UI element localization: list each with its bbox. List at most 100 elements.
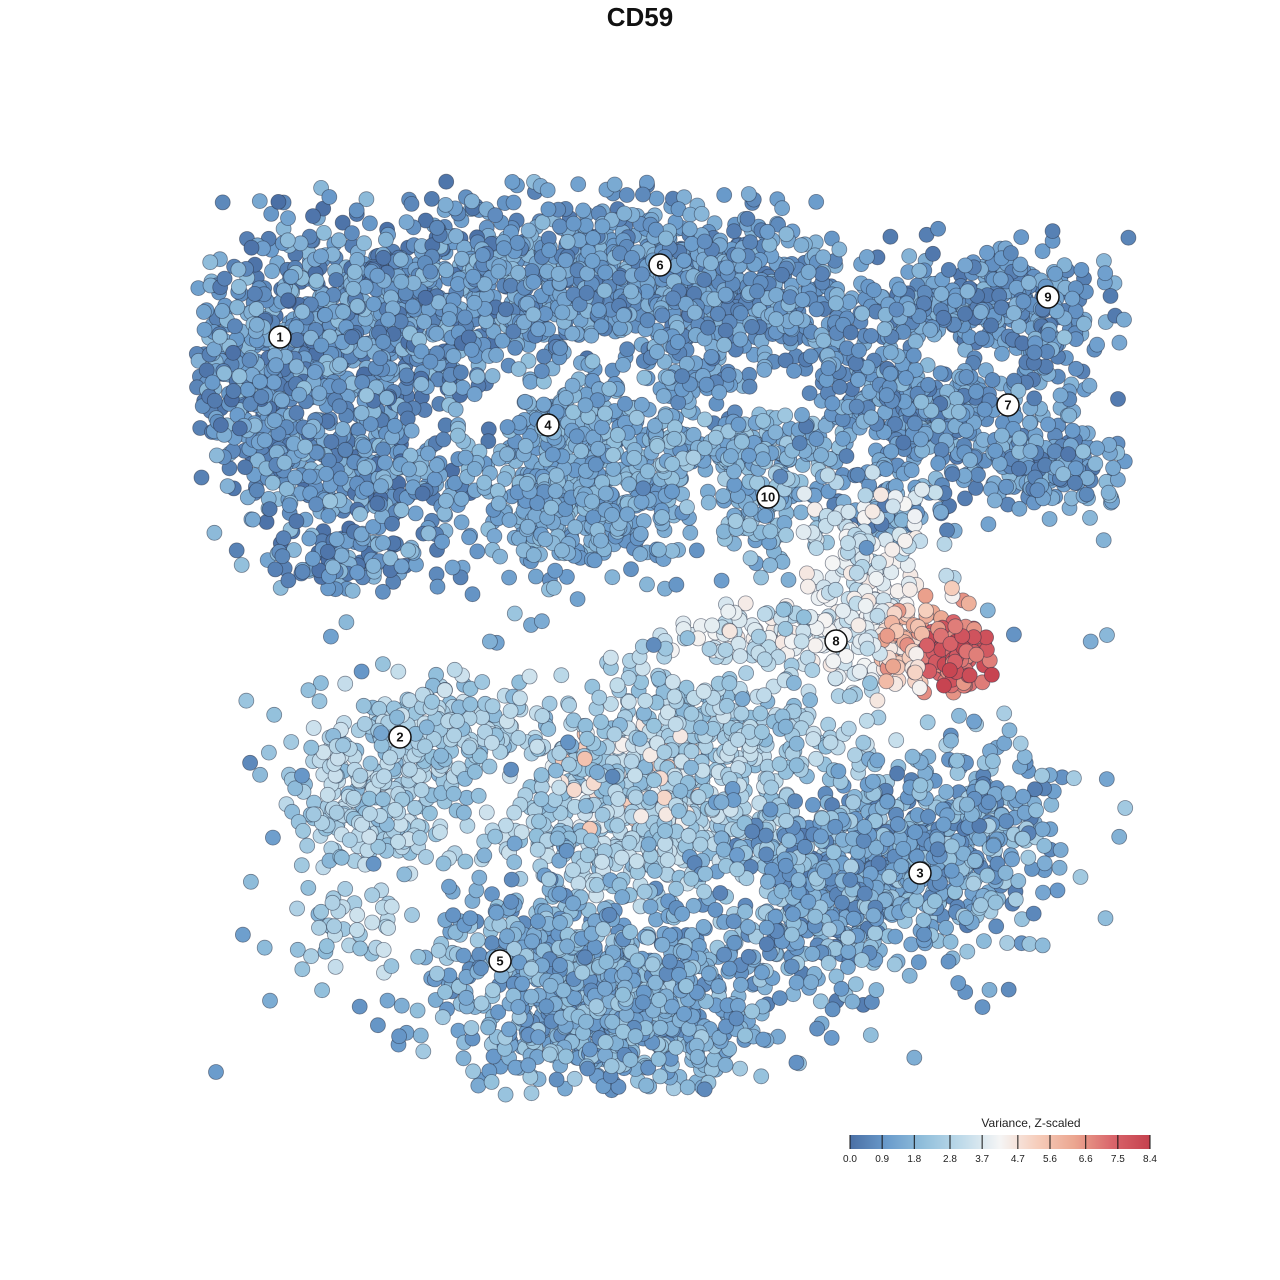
cell-point-cluster-7	[913, 431, 929, 448]
cell-point-cluster-9	[1073, 261, 1090, 278]
cell-point-cluster-8	[827, 670, 844, 687]
cell-point-cluster-6	[744, 318, 760, 335]
cell-point-cluster-7	[930, 455, 947, 472]
cell-point-cluster-10	[777, 407, 794, 424]
cell-point-cluster-7	[1061, 407, 1078, 424]
cell-point-cluster-1	[237, 459, 254, 476]
cell-point-cluster-1	[374, 583, 391, 600]
cell-point-cluster-7	[1046, 443, 1063, 460]
cell-point-cluster-6	[550, 265, 567, 282]
cell-point-cluster-4	[577, 397, 594, 414]
cell-point-cluster-7	[831, 379, 848, 395]
cell-point-cluster-1	[294, 303, 311, 320]
cell-point-cluster-1	[469, 368, 486, 385]
cell-point-cluster-1	[344, 582, 361, 599]
cell-point-cluster-1	[318, 465, 335, 482]
cell-point-cluster-1	[361, 215, 378, 232]
cell-point-cluster-2	[333, 849, 350, 866]
cell-point-cluster-8	[868, 571, 885, 587]
cell-point-cluster-8	[885, 658, 901, 675]
cell-point-cluster-2	[421, 805, 438, 822]
cell-point-cluster-8	[871, 554, 887, 571]
cell-point-cluster-7	[1060, 446, 1077, 463]
cell-point-cluster-7	[1022, 414, 1038, 431]
cell-point-cluster-4	[548, 467, 565, 484]
cell-point-cluster-2	[289, 900, 306, 917]
cell-point-cluster-1	[417, 289, 434, 306]
cell-point-cluster-8	[825, 653, 842, 670]
cell-point-cluster-8	[720, 603, 737, 620]
cell-point-cluster-7	[848, 398, 865, 415]
cell-point-cluster-6	[488, 347, 505, 364]
cell-point-cluster-1	[208, 447, 225, 464]
cell-point-cluster-1	[403, 195, 420, 212]
cell-point-cluster-9	[859, 249, 875, 265]
cell-point-cluster-7	[984, 372, 1001, 388]
cell-point-cluster-6	[740, 186, 757, 202]
cell-point-cluster-2	[352, 767, 369, 784]
cell-point-cluster-10	[666, 430, 683, 447]
cell-point-cluster-7	[791, 435, 808, 452]
cell-point-cluster-9	[1020, 274, 1037, 291]
cell-point-cluster-4	[688, 542, 705, 559]
cell-point-cluster-1	[311, 385, 328, 402]
cell-point-cluster-1	[261, 501, 278, 518]
cell-point-cluster-2	[311, 693, 328, 710]
cell-point-cluster-6	[814, 266, 830, 282]
cell-point-cluster-2	[300, 880, 317, 896]
cell-point-cluster-6	[676, 252, 692, 269]
cell-point-cluster-4	[535, 396, 552, 413]
cell-point-cluster-6	[696, 271, 713, 288]
cell-point-cluster-2	[418, 719, 435, 736]
cell-point-cluster-6	[808, 193, 825, 210]
cell-point-cluster-6	[463, 341, 480, 358]
cell-point-cluster-9	[891, 281, 908, 298]
cell-point-cluster-9	[1006, 305, 1022, 322]
cell-point-cluster-1	[287, 469, 304, 486]
cell-point-cluster-6	[716, 187, 733, 203]
cell-point-cluster-6	[466, 294, 483, 311]
cell-point-cluster-1	[321, 189, 338, 205]
cell-point-cluster-4	[466, 461, 483, 477]
cell-point-cluster-7	[958, 422, 974, 439]
cell-point-cluster-2	[462, 696, 479, 713]
cell-point-cluster-1	[308, 272, 325, 289]
cell-point-cluster-6	[703, 348, 720, 365]
cell-point-cluster-1	[226, 318, 243, 335]
cell-point-cluster-1	[230, 278, 247, 295]
cell-point-cluster-1	[356, 438, 372, 455]
cell-point-cluster-2	[283, 734, 300, 750]
cell-point-cluster-1	[202, 254, 219, 271]
cell-point-cluster-4	[547, 562, 563, 579]
cell-point-cluster-6	[509, 234, 526, 251]
cell-point-cluster-2	[390, 834, 407, 850]
cell-point-cluster-1	[196, 321, 213, 338]
cell-point-cluster-7	[932, 365, 949, 382]
cell-point-cluster-1	[348, 202, 365, 219]
cell-point-cluster-1	[301, 423, 318, 439]
cell-point-cluster-1	[249, 316, 265, 333]
cell-point-cluster-6	[768, 311, 784, 328]
cell-point-cluster-9	[994, 345, 1010, 362]
cell-point-cluster-1	[211, 328, 228, 345]
cell-point-cluster-6	[495, 240, 512, 257]
cell-point-cluster-1	[276, 454, 293, 471]
cell-point-cluster-7	[808, 431, 825, 447]
cell-point-cluster-4	[444, 559, 461, 576]
cell-point-cluster-9	[1044, 223, 1061, 240]
cell-point-cluster-4	[420, 445, 436, 462]
cell-point-cluster-8	[840, 535, 856, 551]
cell-point-cluster-7	[920, 376, 937, 393]
cell-point-cluster-1	[204, 374, 221, 391]
cell-point-cluster-10	[778, 527, 794, 543]
cell-point-cluster-6	[742, 234, 759, 251]
cell-point-cluster-7	[958, 369, 975, 385]
cell-point-cluster-6	[665, 290, 681, 307]
cell-point-cluster-1	[279, 232, 296, 249]
cell-point-cluster-6	[716, 336, 733, 353]
cell-point-cluster-6	[453, 250, 470, 267]
cell-point-cluster-1	[301, 530, 318, 547]
cell-point-cluster-9	[925, 245, 941, 262]
cell-point-cluster-8	[944, 580, 960, 597]
cell-point-cluster-1	[332, 470, 349, 487]
